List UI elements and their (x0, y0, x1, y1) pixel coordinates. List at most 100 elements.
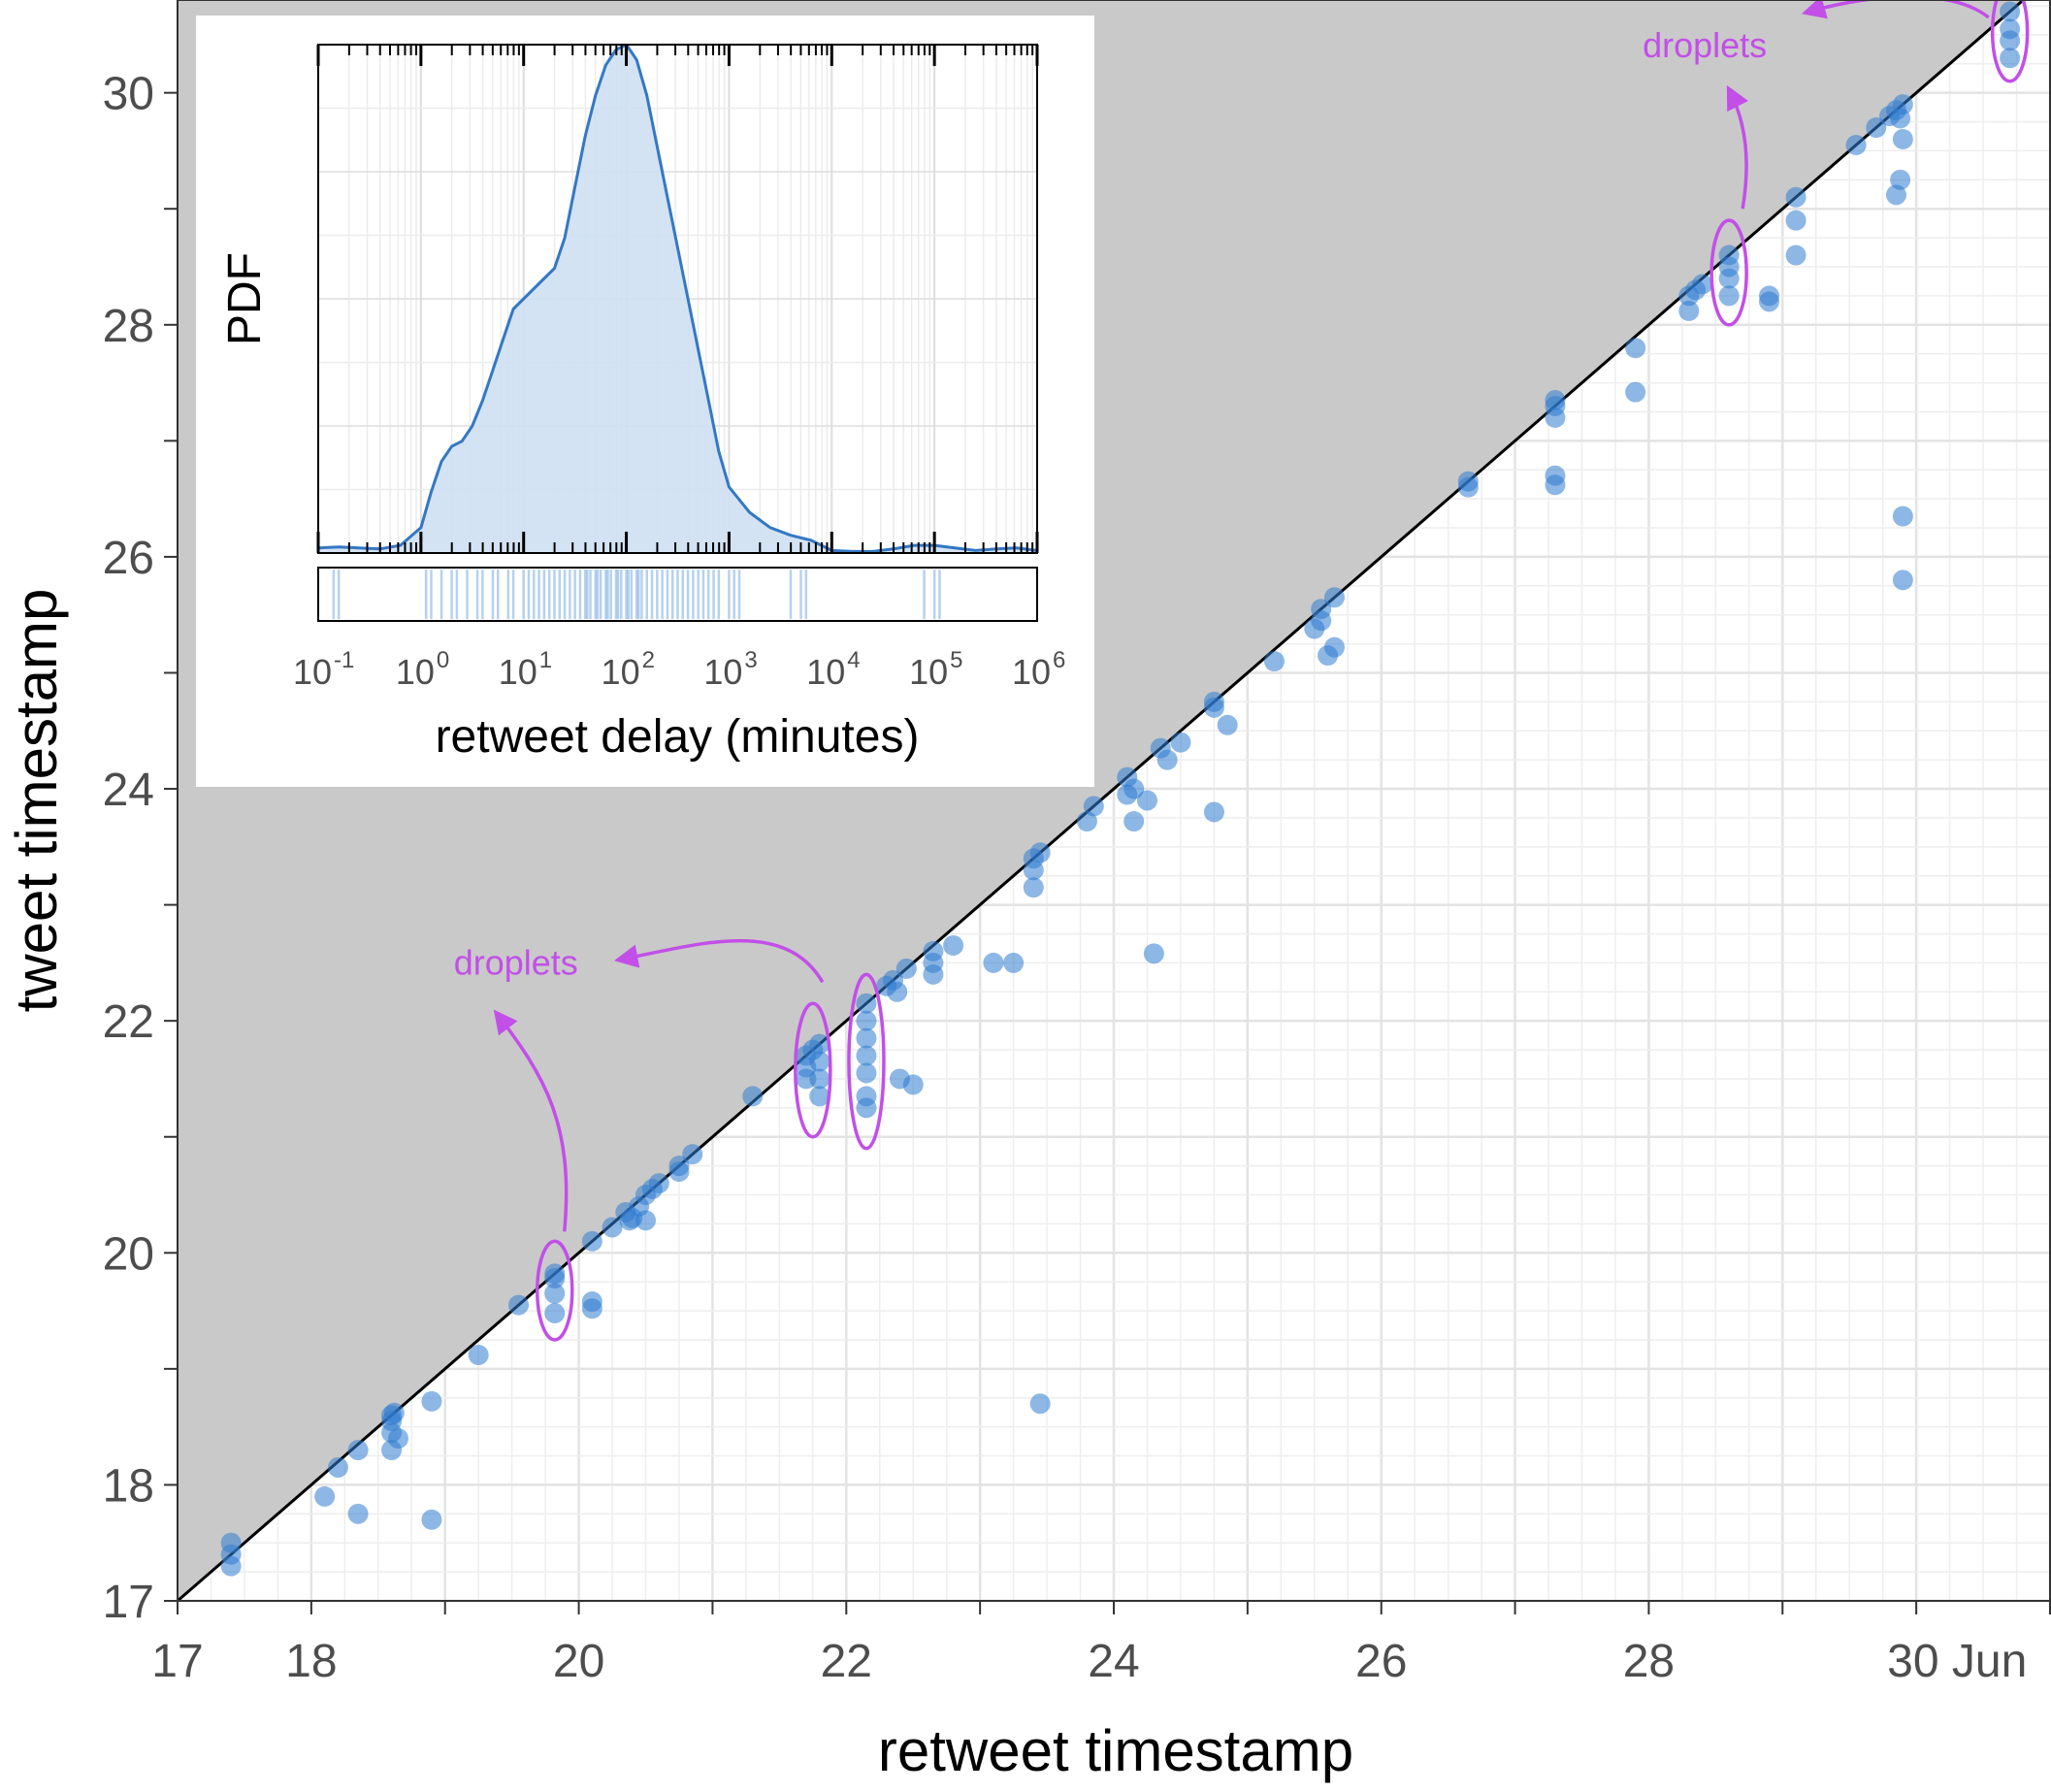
data-point (1785, 186, 1807, 208)
data-point (314, 1485, 336, 1507)
data-point (544, 1268, 566, 1289)
data-point (1170, 732, 1191, 753)
data-point (347, 1503, 369, 1524)
data-point (887, 981, 908, 1002)
data-point (421, 1509, 442, 1530)
data-point (809, 1086, 830, 1107)
inset-rug-panel (318, 568, 1037, 621)
data-point (809, 1033, 830, 1055)
data-point (1076, 811, 1097, 832)
data-point (468, 1345, 489, 1366)
inset-x-tick-exponent: 4 (847, 647, 860, 673)
data-point (856, 1027, 877, 1049)
data-point (1143, 943, 1164, 964)
inset-x-tick-base: 10 (703, 652, 742, 692)
y-tick-label: 24 (103, 765, 154, 816)
data-point (902, 1074, 924, 1095)
data-point (387, 1428, 408, 1450)
droplet-ellipse (536, 1239, 574, 1342)
data-point (2000, 48, 2021, 69)
data-point (544, 1302, 566, 1323)
data-point (809, 1068, 830, 1090)
droplet-ellipse (1709, 218, 1748, 327)
x-tick-label: 28 (1623, 1636, 1675, 1687)
inset-x-tick-exponent: 1 (539, 647, 552, 673)
inset-x-tick-exponent: -1 (334, 647, 354, 673)
data-point (923, 963, 944, 985)
data-point (1678, 300, 1700, 321)
droplet-arrow (614, 938, 825, 984)
droplet-arrow (1801, 0, 1990, 19)
data-point (856, 993, 877, 1014)
data-point (1023, 860, 1044, 881)
data-point (1785, 244, 1807, 266)
data-point (1625, 338, 1646, 359)
data-point (1136, 790, 1157, 811)
x-tick-label: 18 (285, 1636, 337, 1687)
data-point (635, 1210, 656, 1231)
data-point (682, 1144, 703, 1165)
data-point (856, 1045, 877, 1066)
data-point (1123, 811, 1145, 832)
data-point (1217, 714, 1238, 735)
data-point (1892, 505, 1913, 527)
inset-log-ticks (316, 45, 1039, 553)
inset-x-tick-base: 10 (396, 652, 435, 692)
data-point (1845, 134, 1867, 155)
x-tick-label: 30 Jun (1887, 1636, 2027, 1687)
x-axis: 17 18 20 22 24 26 28 30 Jun (151, 1601, 2051, 1687)
data-point (1156, 749, 1178, 770)
data-point (856, 1097, 877, 1119)
data-point (1892, 128, 1913, 149)
x-tick-label: 26 (1355, 1636, 1407, 1687)
data-point (1625, 381, 1646, 403)
droplet-ellipse (794, 1001, 832, 1139)
y-tick-label: 30 (103, 69, 154, 120)
inset-x-axis: 10 -1 10 0 10 1 10 2 10 3 10 4 10 5 10 6 (293, 647, 1065, 692)
droplets-label: droplets (1643, 25, 1767, 65)
data-point (2000, 1, 2021, 22)
data-point (1545, 474, 1566, 496)
data-point (1885, 184, 1906, 206)
inset-x-tick-base: 10 (909, 652, 948, 692)
data-point (1457, 476, 1479, 498)
data-point (1892, 94, 1913, 115)
data-point (1029, 842, 1051, 863)
data-point (1263, 651, 1285, 672)
y-tick-label: 20 (103, 1228, 154, 1280)
data-point (1759, 291, 1779, 312)
droplet-ellipse (847, 972, 886, 1151)
droplet-arrow (1726, 84, 1748, 210)
data-point (1866, 117, 1887, 139)
y-axis: 17 18 20 22 24 26 28 30 (103, 69, 178, 1628)
data-point (943, 934, 964, 956)
data-point (2000, 30, 2021, 51)
data-point (544, 1283, 566, 1304)
inset-x-tick-base: 10 (806, 652, 845, 692)
inset-x-tick-exponent: 5 (950, 647, 962, 673)
inset-x-tick-base: 10 (1012, 652, 1051, 692)
data-point (581, 1298, 602, 1320)
data-point (1023, 877, 1044, 898)
data-point (1545, 407, 1566, 428)
inset-rug-border (317, 567, 1038, 622)
data-point (1545, 390, 1566, 410)
droplet-ellipse (1990, 0, 2030, 83)
inset-x-tick-exponent: 6 (1053, 647, 1065, 673)
inset-x-tick-exponent: 0 (437, 647, 449, 673)
inset-x-tick-exponent: 2 (642, 647, 655, 673)
data-point (1718, 268, 1740, 289)
x-tick-label: 22 (821, 1636, 872, 1687)
data-point (668, 1156, 690, 1177)
data-point (1718, 285, 1740, 307)
data-point (983, 952, 1004, 973)
data-point (1692, 274, 1713, 295)
data-point (1203, 697, 1224, 718)
y-tick-label: 26 (103, 533, 154, 584)
droplets-label: droplets (454, 942, 578, 982)
data-point (508, 1294, 530, 1316)
inset-y-axis-title: PDF (219, 252, 271, 345)
y-tick-label: 17 (103, 1577, 154, 1628)
